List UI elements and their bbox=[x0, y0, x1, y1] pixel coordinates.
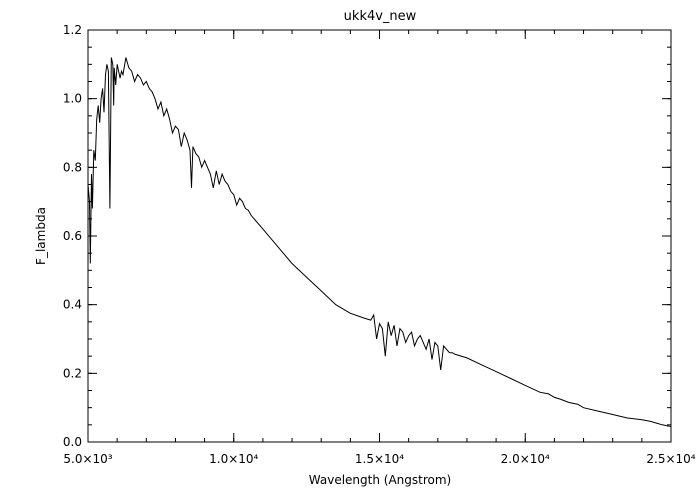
x-axis: 5.0×10³ 1.0×10⁴ 1.5×10⁴ 2.0×10⁴ 2.5×10⁴ bbox=[63, 30, 696, 466]
y-axis-label: F_lambda bbox=[34, 207, 48, 265]
y-tick-label: 1.2 bbox=[63, 23, 82, 37]
chart-title: ukk4v_new bbox=[344, 9, 417, 24]
x-tick-label: 1.0×10⁴ bbox=[209, 452, 258, 466]
spectrum-line bbox=[87, 57, 672, 428]
x-tick-label: 5.0×10³ bbox=[63, 452, 112, 466]
y-tick-label: 0.2 bbox=[63, 366, 82, 380]
y-tick-label: 0.0 bbox=[63, 435, 82, 449]
y-tick-label: 0.6 bbox=[63, 229, 82, 243]
x-tick-label: 1.5×10⁴ bbox=[355, 452, 404, 466]
y-tick-label: 0.4 bbox=[63, 298, 82, 312]
y-axis: 0.0 0.2 0.4 0.6 0.8 1.0 1.2 bbox=[63, 23, 671, 449]
x-tick-label: 2.0×10⁴ bbox=[501, 452, 550, 466]
y-tick-label: 1.0 bbox=[63, 92, 82, 106]
x-tick-label: 2.5×10⁴ bbox=[646, 452, 695, 466]
x-axis-label: Wavelength (Angstrom) bbox=[309, 473, 451, 487]
y-tick-label: 0.8 bbox=[63, 160, 82, 174]
